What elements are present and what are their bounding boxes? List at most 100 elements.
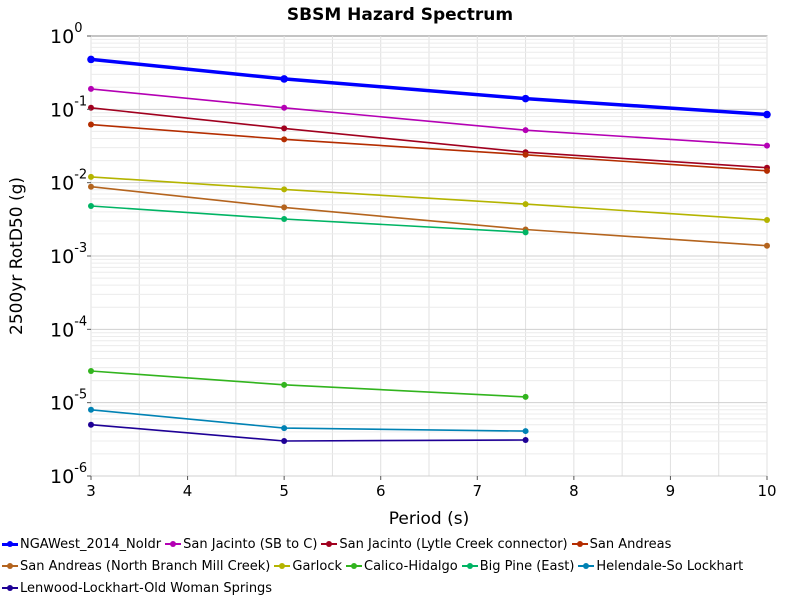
- data-point: [88, 121, 94, 128]
- series-line: [90, 185, 768, 247]
- series-san-andreas: [88, 121, 770, 174]
- y-tick-label: 10-3: [50, 241, 87, 268]
- x-tick-label: 8: [569, 482, 579, 500]
- data-point: [87, 55, 95, 64]
- legend-swatch: [346, 561, 363, 571]
- y-tick-label: 10-6: [50, 461, 87, 488]
- x-tick-label: 9: [666, 482, 676, 500]
- series-line: [90, 123, 768, 172]
- series-san-jacinto-sb-to-c: [88, 85, 770, 149]
- legend-label: Calico-Hidalgo: [364, 558, 458, 574]
- x-axis-label: Period (s): [389, 509, 470, 529]
- legend-label: Lenwood-Lockhart-Old Woman Springs: [20, 580, 273, 596]
- legend-swatch: [274, 561, 291, 571]
- legend-label: San Andreas: [589, 536, 672, 552]
- data-point: [521, 94, 530, 103]
- legend-swatch: [321, 539, 338, 549]
- data-point: [522, 393, 529, 400]
- data-point: [88, 368, 94, 375]
- legend-entry: San Jacinto (SB to C): [165, 537, 317, 552]
- y-tick-label: 100: [50, 21, 82, 48]
- data-point: [280, 75, 288, 83]
- data-point: [522, 229, 529, 236]
- legend-label: San Andreas (North Branch Mill Creek): [20, 558, 271, 574]
- data-point: [88, 421, 94, 428]
- y-axis-ticks: 100 10-1 10-2 10-3 10-4 10-5 10-6: [50, 21, 91, 488]
- data-point: [88, 173, 94, 180]
- x-tick-label: 4: [183, 482, 193, 500]
- x-tick-label: 6: [376, 482, 386, 500]
- data-point: [281, 425, 288, 432]
- legend-entry: Garlock: [274, 559, 342, 574]
- x-tick-label: 7: [473, 482, 483, 500]
- data-point: [281, 125, 288, 132]
- data-point: [764, 242, 770, 249]
- series-helendale-so-lockhart: [88, 406, 529, 435]
- legend-row: NGAWest_2014_NoIdr San Jacinto (SB to C) S…: [2, 534, 675, 554]
- data-point: [763, 110, 771, 119]
- data-point: [88, 104, 94, 111]
- y-tick-label: 10-2: [50, 168, 87, 195]
- series-garlock: [88, 173, 770, 223]
- data-point: [281, 215, 288, 222]
- legend-swatch: [2, 583, 18, 593]
- data-point: [522, 428, 529, 435]
- legend-label: Helendale-So Lockhart: [596, 558, 744, 574]
- legend-swatch: [461, 561, 478, 571]
- legend-entry: NGAWest_2014_NoIdr: [2, 537, 161, 552]
- chart-legend: NGAWest_2014_NoIdr San Jacinto (SB to C) S…: [0, 534, 800, 600]
- series-line: [90, 57, 768, 117]
- legend-swatch: [2, 561, 18, 571]
- legend-entry: Calico-Hidalgo: [346, 559, 458, 574]
- data-point: [522, 127, 529, 134]
- data-point: [522, 151, 529, 158]
- chart-title: SBSM Hazard Spectrum: [287, 5, 513, 25]
- series-calico-hidalgo: [88, 368, 529, 400]
- data-point: [88, 85, 94, 92]
- legend-label: NGAWest_2014_NoIdr: [20, 536, 162, 552]
- data-point: [522, 436, 529, 443]
- legend-entry: Helendale-So Lockhart: [578, 559, 743, 574]
- data-point: [281, 438, 288, 445]
- x-tick-label: 10: [757, 482, 776, 500]
- data-point: [764, 167, 770, 174]
- legend-row: San Andreas (North Branch Mill Creek) Gar…: [2, 556, 747, 576]
- legend-row: Lenwood-Lockhart-Old Woman Springs: [2, 578, 276, 598]
- data-point: [522, 201, 529, 208]
- x-axis-ticks: 3 4 5 6 7 8 9 10: [86, 476, 777, 500]
- legend-entry: Big Pine (East): [461, 558, 575, 574]
- series-line: [90, 88, 768, 147]
- data-point: [764, 142, 770, 149]
- x-tick-label: 3: [86, 482, 96, 500]
- legend-label: Big Pine (East): [479, 558, 575, 574]
- data-point: [88, 183, 94, 190]
- data-point: [764, 216, 770, 223]
- series-ngawest-2014-noidr: [87, 55, 771, 119]
- series-line: [90, 107, 768, 169]
- y-axis-label: 2500yr RotD50 (g): [7, 177, 27, 335]
- data-point: [281, 204, 288, 211]
- data-point: [88, 203, 94, 210]
- series-layer: [87, 55, 771, 445]
- legend-entry: Lenwood-Lockhart-Old Woman Springs: [2, 581, 272, 596]
- data-point: [281, 136, 288, 143]
- data-point: [281, 381, 288, 388]
- y-tick-label: 10-4: [50, 314, 87, 341]
- legend-swatch: [165, 539, 182, 549]
- legend-swatch: [571, 539, 588, 549]
- series-big-pine-east: [88, 203, 529, 236]
- data-point: [281, 104, 288, 111]
- legend-label: Garlock: [292, 558, 343, 574]
- data-point: [88, 406, 94, 413]
- legend-swatch: [578, 561, 595, 571]
- data-point: [281, 186, 288, 193]
- legend-label: San Jacinto (Lytle Creek connector): [339, 536, 568, 552]
- legend-entry: San Andreas (North Branch Mill Creek): [2, 559, 270, 574]
- series-lenwood-lockhart-old-woman-springs: [88, 421, 529, 445]
- x-tick-label: 5: [279, 482, 289, 500]
- legend-entry: San Andreas: [571, 536, 672, 552]
- legend-entry: San Jacinto (Lytle Creek connector): [321, 536, 568, 552]
- y-tick-label: 10-1: [50, 94, 87, 121]
- legend-label: San Jacinto (SB to C): [183, 536, 318, 552]
